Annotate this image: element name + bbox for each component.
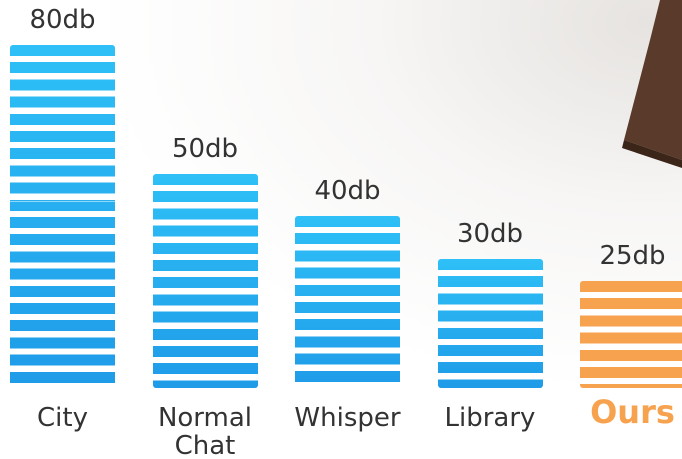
- category-label: Library: [425, 404, 555, 432]
- value-label: 30db: [420, 219, 560, 249]
- bar: [438, 259, 543, 388]
- value-label: 40db: [278, 176, 418, 206]
- chart: 80db City 50db Normal Chat 40db Whisper 30db Li…: [0, 0, 682, 459]
- value-label: 80db: [0, 5, 133, 35]
- category-label: Normal Chat: [140, 404, 270, 459]
- category-label: City: [0, 404, 128, 432]
- category-label: Whisper: [283, 404, 413, 432]
- value-label: 50db: [135, 134, 275, 164]
- bar: [153, 174, 258, 389]
- bar: [580, 281, 682, 388]
- value-label: 25db: [563, 241, 682, 271]
- bar: [10, 45, 115, 388]
- desk-corner: [624, 0, 682, 160]
- bar: [295, 216, 400, 388]
- category-label: Ours: [568, 398, 682, 426]
